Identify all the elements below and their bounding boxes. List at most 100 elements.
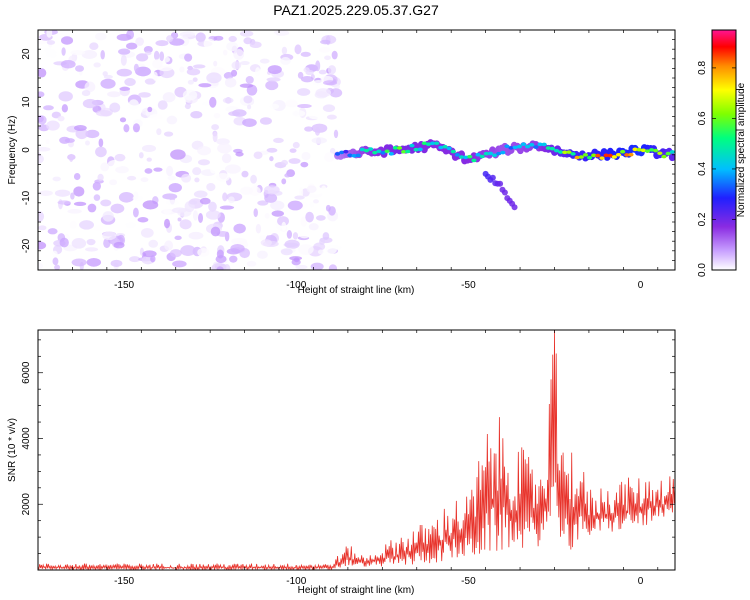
heatmap-noise-blob — [333, 129, 339, 139]
heatmap-signal-core — [347, 153, 353, 158]
heatmap-noise-blob — [45, 139, 50, 145]
heatmap-noise-blob — [54, 264, 61, 270]
heatmap-signal-core — [549, 146, 556, 151]
heatmap-noise-blob — [149, 114, 163, 120]
heatmap-secondary-blob — [511, 204, 518, 211]
heatmap-signal-core — [632, 147, 638, 152]
heatmap-noise-blob — [182, 89, 198, 101]
heatmap-noise-blob — [198, 83, 212, 88]
heatmap-noise-blob — [165, 199, 179, 206]
heatmap-noise-blob — [215, 255, 227, 264]
heatmap-noise-blob — [223, 49, 228, 56]
heatmap-noise-blob — [259, 58, 270, 64]
heatmap-noise-blob — [135, 66, 152, 77]
heatmap-signal-core — [520, 142, 527, 147]
heatmap-noise-blob — [184, 53, 193, 62]
heatmap-noise-blob — [259, 117, 272, 125]
heatmap-signal-core — [574, 155, 580, 160]
heatmap-signal-core — [566, 150, 572, 154]
heatmap-signal-core — [496, 151, 502, 156]
x-tick-label: -150 — [114, 576, 134, 587]
heatmap-noise-blob — [199, 197, 211, 205]
colorbar-tick-label: 0.8 — [697, 61, 708, 75]
heatmap-noise-blob — [169, 38, 185, 46]
y-tick-label: -20 — [21, 238, 32, 253]
heatmap-signal-core — [603, 153, 609, 158]
heatmap-noise-blob — [288, 158, 301, 164]
heatmap-signal-core — [368, 147, 374, 151]
heatmap-noise-blob — [109, 102, 121, 113]
heatmap-noise-blob — [327, 65, 337, 75]
heatmap-noise-blob — [52, 257, 59, 266]
heatmap-noise-blob — [70, 49, 86, 56]
heatmap-signal-core — [405, 149, 411, 154]
heatmap-noise-blob — [198, 213, 204, 224]
heatmap-noise-blob — [73, 201, 87, 207]
heatmap-noise-blob — [333, 84, 340, 90]
heatmap-signal-core — [475, 152, 481, 157]
heatmap-noise-blob — [329, 88, 343, 98]
heatmap-noise-blob — [206, 182, 216, 192]
heatmap-noise-blob — [38, 211, 45, 222]
heatmap-noise-blob — [315, 88, 332, 98]
heatmap-noise-blob — [61, 104, 68, 113]
heatmap-noise-blob — [155, 40, 169, 47]
heatmap-noise-blob — [44, 47, 52, 53]
heatmap-noise-blob — [323, 80, 338, 86]
heatmap-noise-blob — [152, 71, 158, 81]
heatmap-noise-blob — [213, 35, 224, 41]
heatmap-noise-blob — [69, 220, 77, 229]
heatmap-signal-core — [463, 155, 469, 160]
heatmap-signal-core — [359, 147, 365, 152]
heatmap-noise-blob — [205, 210, 221, 220]
heatmap-noise-blob — [109, 179, 118, 186]
heatmap-noise-blob — [141, 144, 157, 153]
heatmap-noise-blob — [38, 241, 47, 250]
colorbar-ticks: 0.0 0.2 0.4 0.6 0.8 — [697, 61, 736, 277]
x-tick-label: -50 — [461, 576, 476, 587]
heatmap-noise-blob — [253, 182, 258, 193]
heatmap-secondary-blob — [497, 180, 504, 187]
heatmap-noise-blob — [60, 36, 74, 45]
y-tick-label: 2000 — [21, 493, 32, 516]
heatmap-noise-blob — [203, 38, 216, 49]
spectrogram-x-ticks: -150 -100 -50 0 — [37, 30, 659, 291]
heatmap-noise-blob — [164, 240, 174, 251]
heatmap-signal-core — [512, 145, 518, 150]
heatmap-signal-core — [636, 147, 642, 152]
heatmap-noise-blob — [148, 239, 159, 248]
x-tick-label: -50 — [461, 280, 476, 291]
heatmap-signal-core — [624, 153, 630, 157]
heatmap-signal-core — [516, 144, 522, 149]
heatmap-noise-blob — [287, 200, 303, 211]
heatmap-noise-blob — [38, 190, 53, 196]
heatmap-noise-blob — [192, 167, 202, 176]
snr-panel: -150 -100 -50 0 2000 4000 6000 Height of stra… — [7, 329, 676, 596]
heatmap-signal-core — [343, 149, 349, 154]
heatmap-noise-blob — [79, 220, 95, 230]
heatmap-noise-blob — [197, 146, 212, 156]
heatmap-signal-core — [454, 153, 460, 157]
heatmap-noise-blob — [46, 120, 60, 131]
heatmap-signal-core — [665, 151, 671, 156]
heatmap-noise-blob — [324, 55, 331, 61]
heatmap-signal-core — [413, 147, 419, 152]
heatmap-signal-core — [620, 149, 626, 154]
heatmap-noise-blob — [118, 191, 135, 203]
heatmap-noise-blob — [249, 41, 262, 49]
heatmap-signal-core — [438, 145, 444, 150]
heatmap-noise-blob — [305, 69, 314, 76]
heatmap-signal-core — [479, 154, 485, 159]
snr-x-ticks: -150 -100 -50 0 — [37, 330, 659, 587]
heatmap-noise-blob — [104, 60, 109, 71]
heatmap-noise-blob — [60, 60, 76, 69]
heatmap-noise-blob — [299, 187, 304, 198]
spectrogram-heatmap — [38, 30, 675, 270]
heatmap-noise-blob — [197, 247, 210, 257]
heatmap-signal-core — [628, 152, 634, 157]
heatmap-noise-blob — [159, 51, 165, 62]
heatmap-noise-blob — [309, 201, 314, 208]
spectrogram-frame — [37, 29, 676, 271]
heatmap-noise-blob — [197, 159, 210, 166]
heatmap-noise-blob — [253, 208, 258, 218]
